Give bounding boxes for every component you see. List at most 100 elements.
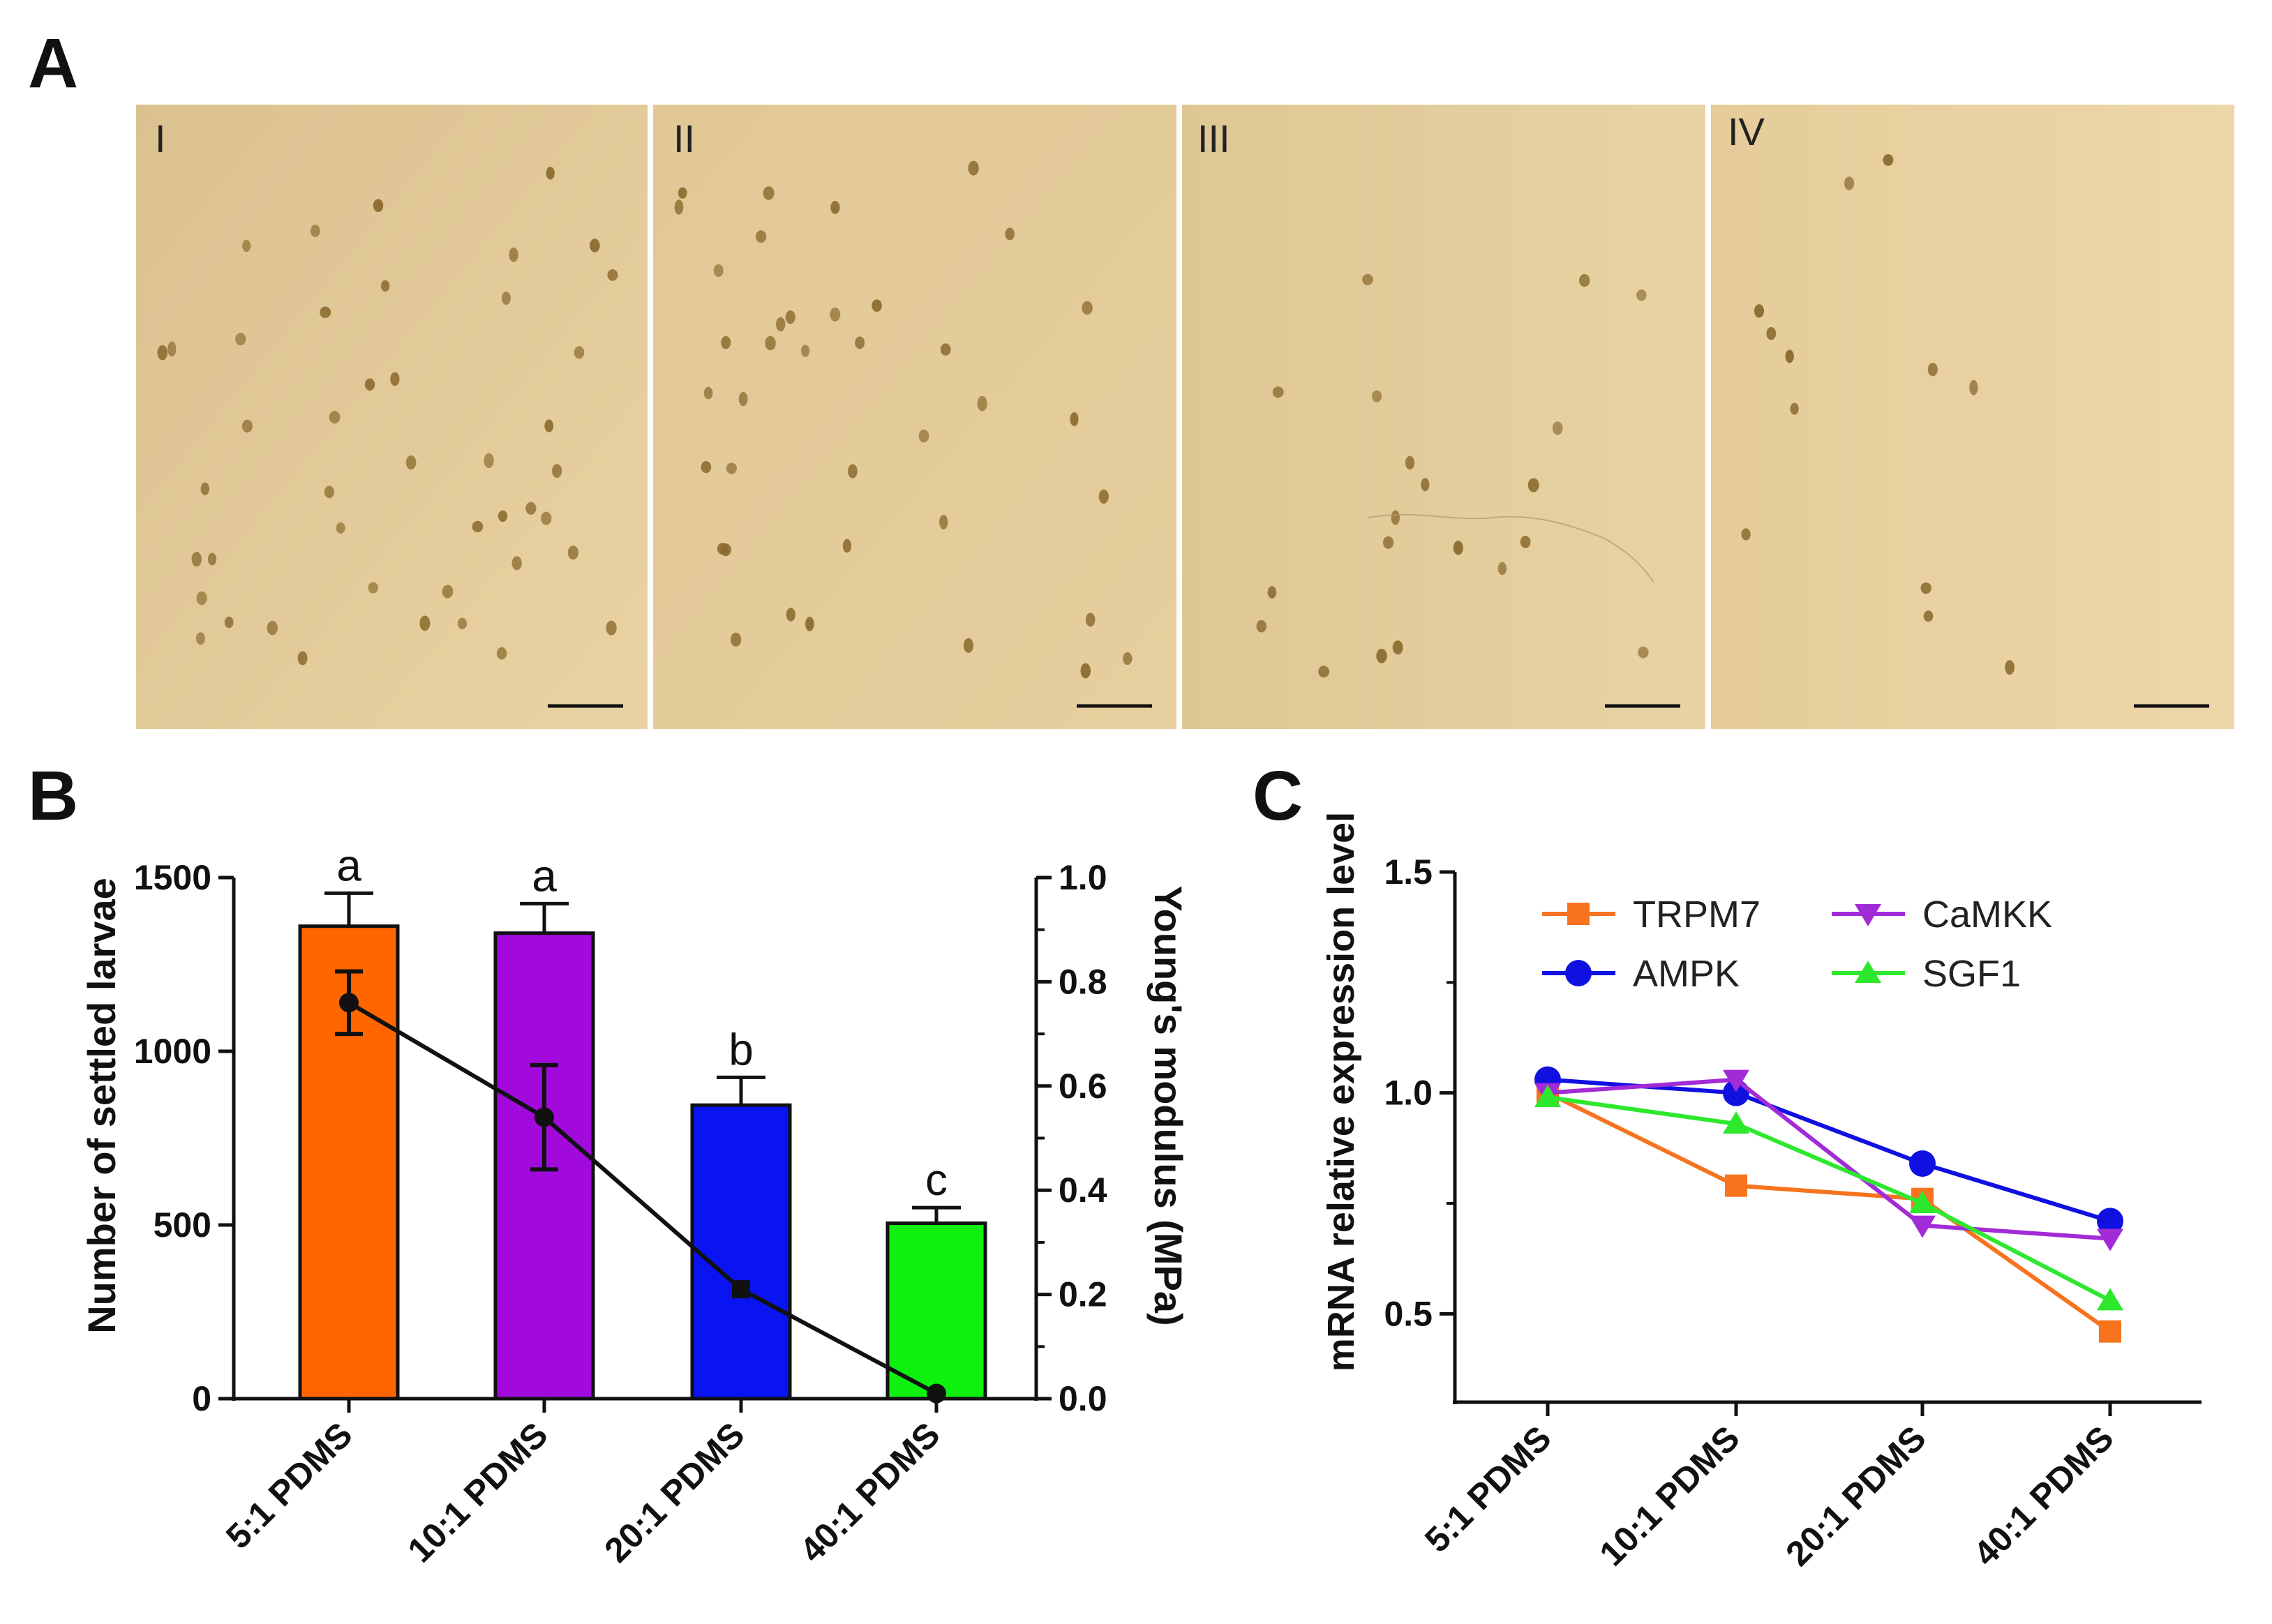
larva xyxy=(501,291,511,305)
larva xyxy=(200,482,210,495)
chart-c: mRNA relative expression level TRPM7 AMPK… xyxy=(1320,812,2202,1574)
larva xyxy=(968,160,979,176)
micrograph-4: IV xyxy=(1711,105,2234,729)
legend-label: SGF1 xyxy=(1922,953,2021,995)
larva xyxy=(703,386,713,400)
larva xyxy=(786,608,795,622)
larva xyxy=(755,230,767,243)
micrograph-4-image xyxy=(1711,105,2234,729)
y2-tick-label: 0.6 xyxy=(1059,1067,1107,1106)
micrograph-3-image xyxy=(1182,105,1705,729)
larva xyxy=(1382,536,1394,549)
larva xyxy=(963,638,973,653)
modulus-line xyxy=(347,1000,938,1396)
modulus-point xyxy=(732,1280,750,1299)
larva xyxy=(848,464,858,479)
larva xyxy=(830,307,841,322)
larva xyxy=(525,502,537,515)
series-line-trpm7 xyxy=(1546,1090,2112,1334)
larva xyxy=(552,464,562,479)
larva xyxy=(607,269,618,281)
larva xyxy=(717,543,728,555)
larva xyxy=(1785,349,1794,363)
larva xyxy=(1080,663,1091,679)
series-point-camkk xyxy=(2097,1228,2123,1251)
y2-tick-label: 0.4 xyxy=(1059,1171,1107,1210)
y-tick-label: 1.5 xyxy=(1384,852,1433,892)
larva xyxy=(726,463,737,474)
modulus-point xyxy=(339,993,359,1013)
larva xyxy=(195,632,205,645)
larva xyxy=(940,343,951,356)
larva xyxy=(541,511,552,525)
larva xyxy=(1844,176,1855,190)
larva xyxy=(775,317,786,332)
larva xyxy=(721,336,731,349)
series-point-sgf1 xyxy=(1534,1085,1561,1107)
larva xyxy=(713,264,724,277)
larva xyxy=(1085,612,1096,627)
y2-tick-label: 0.2 xyxy=(1059,1275,1107,1314)
larva xyxy=(855,336,865,349)
larva xyxy=(329,410,341,424)
micrograph-1-larvae xyxy=(157,167,618,666)
x-tick-label: 5:1 PDMS xyxy=(218,1415,360,1556)
larva xyxy=(457,617,467,630)
x-tick-label: 10:1 PDMS xyxy=(400,1415,555,1570)
larva xyxy=(1754,304,1765,318)
series-point-sgf1 xyxy=(2097,1288,2123,1311)
larva xyxy=(1552,421,1563,435)
larva xyxy=(1421,478,1430,492)
larva xyxy=(509,247,518,262)
larva xyxy=(785,310,795,324)
series-point-trpm7 xyxy=(2099,1320,2121,1343)
legend-marker xyxy=(1565,960,1592,986)
legend-label: AMPK xyxy=(1633,953,1740,995)
larva xyxy=(157,345,168,361)
larva xyxy=(1453,541,1463,555)
x-tick-label: 20:1 PDMS xyxy=(1778,1418,1933,1573)
bar xyxy=(885,1221,987,1401)
modulus-point xyxy=(927,1383,946,1404)
larva xyxy=(196,591,207,606)
larva xyxy=(1766,326,1777,340)
series-point-camkk xyxy=(1723,1069,1749,1092)
larva xyxy=(1318,666,1329,678)
modulus-point xyxy=(535,1107,554,1127)
larva xyxy=(730,632,742,647)
y-tick-label: 0.5 xyxy=(1384,1294,1433,1333)
series-point-ampk xyxy=(1909,1150,1936,1177)
larva xyxy=(472,520,484,533)
larva xyxy=(208,552,217,566)
larva xyxy=(1578,273,1590,287)
larva xyxy=(1636,289,1647,301)
larva xyxy=(320,306,331,318)
surface-crack xyxy=(1367,513,1654,583)
larva xyxy=(373,199,384,213)
larva xyxy=(1405,456,1415,470)
larva xyxy=(1920,582,1931,594)
y-tick-label: 1500 xyxy=(134,858,211,897)
larva xyxy=(1883,153,1894,166)
larva xyxy=(1520,536,1531,548)
larva xyxy=(1256,619,1266,633)
series-point-camkk xyxy=(1909,1215,1936,1238)
larva xyxy=(1497,562,1507,576)
larva xyxy=(805,617,814,631)
larva xyxy=(1082,301,1093,315)
panel-label-c: C xyxy=(1253,757,1303,835)
micrograph-1: I xyxy=(136,105,648,729)
y-tick-label: 500 xyxy=(154,1205,211,1245)
significance-letter: a xyxy=(532,850,557,901)
larva xyxy=(546,167,555,180)
micrograph-1-image xyxy=(136,105,648,729)
bar xyxy=(690,1103,792,1401)
micrograph-3: III xyxy=(1182,105,1705,729)
larva xyxy=(567,546,579,560)
larva xyxy=(574,346,585,359)
chart-b-y2label: Young's modulus (MPa) xyxy=(1146,885,1190,1325)
larva xyxy=(1790,403,1799,415)
larva xyxy=(380,280,390,292)
significance-letter: b xyxy=(728,1024,754,1074)
legend-marker xyxy=(1567,903,1590,925)
